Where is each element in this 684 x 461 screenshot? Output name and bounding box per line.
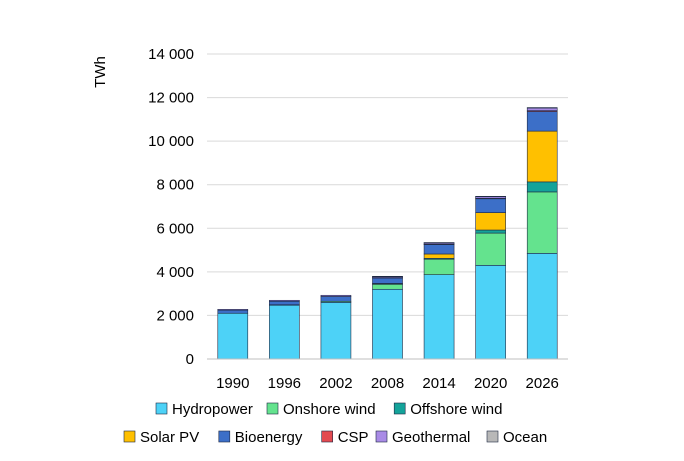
bar-segment: [217, 312, 249, 360]
legend-swatch: [266, 402, 279, 415]
y-tick-label: 0: [186, 351, 194, 368]
legend: Hydropower Onshore wind Offshore wind Solar…: [123, 401, 547, 446]
bar-segment: [320, 296, 352, 302]
y-tick-label: 12 000: [148, 90, 194, 107]
legend-label: Bioenergy: [235, 429, 303, 446]
legend-item: Hydropower: [155, 401, 253, 418]
bar-segment: [526, 107, 558, 109]
legend-item: CSP: [321, 429, 369, 446]
legend-swatch: [155, 402, 168, 415]
y-tick-label: 14 000: [148, 46, 194, 63]
legend-swatch: [375, 430, 388, 443]
bar-segment: [269, 299, 300, 302]
legend-item: Geothermal: [375, 429, 470, 446]
bar-segment: [372, 288, 403, 360]
legend-item: Offshore wind: [393, 401, 502, 418]
x-tick-label: 2020: [474, 375, 507, 392]
y-tick-label: 6 000: [156, 220, 194, 237]
x-tick-label: 2002: [319, 375, 352, 392]
y-tick-label: 10 000: [148, 133, 194, 150]
bar-segment: [475, 229, 506, 234]
legend-swatch: [321, 430, 334, 443]
bar-segment: [475, 232, 506, 266]
bar-segment: [475, 265, 506, 360]
legend-item: Bioenergy: [218, 429, 303, 446]
legend-item: Solar PV: [123, 429, 199, 446]
y-axis-ticks: 0 2 000 4 000 6 000 8 000 10 000 12 000 14 000: [148, 46, 194, 368]
legend-swatch: [486, 430, 499, 443]
x-tick-label: 2014: [422, 375, 455, 392]
legend-label: Hydropower: [172, 401, 253, 418]
bar-segment: [423, 274, 455, 360]
bar-segment: [372, 277, 403, 284]
y-tick-label: 4 000: [156, 264, 194, 281]
bar-segment: [217, 309, 249, 311]
legend-label: Onshore wind: [283, 401, 376, 418]
legend-label: Solar PV: [140, 429, 199, 446]
bar-segment: [475, 212, 506, 231]
bar-segment: [475, 198, 506, 213]
bar-segment: [320, 294, 352, 297]
bar-segment: [526, 181, 558, 193]
legend-swatch: [123, 430, 136, 443]
bar-segment: [269, 300, 300, 306]
bar-segment: [526, 253, 558, 360]
bar-segment: [217, 309, 249, 314]
bar-segment: [372, 283, 403, 290]
y-tick-label: 2 000: [156, 307, 194, 324]
bar-segment: [423, 253, 455, 259]
x-tick-label: 2008: [371, 375, 404, 392]
bar-segment: [320, 302, 352, 360]
bar-segment: [269, 304, 300, 360]
legend-label: Ocean: [503, 429, 547, 446]
bar-segment: [526, 130, 558, 183]
x-tick-label: 1990: [216, 375, 249, 392]
gridlines: [207, 53, 568, 316]
legend-label: Offshore wind: [410, 401, 502, 418]
bars: [217, 107, 558, 360]
x-axis-ticks: 1990 1996 2002 2008 2014 2020 2026: [216, 375, 559, 392]
legend-label: Geothermal: [392, 429, 470, 446]
x-tick-label: 2026: [526, 375, 559, 392]
bar-segment: [526, 191, 558, 254]
legend-item: Ocean: [486, 429, 547, 446]
legend-swatch: [393, 402, 406, 415]
y-tick-label: 8 000: [156, 177, 194, 194]
bar-segment: [423, 258, 455, 275]
bar-segment: [475, 196, 506, 198]
bar-segment: [372, 276, 403, 278]
y-axis-label: TWh: [92, 56, 109, 88]
legend-swatch: [218, 430, 231, 443]
bar-segment: [423, 242, 455, 244]
bar-segment: [423, 244, 455, 255]
legend-label: CSP: [338, 429, 369, 446]
bar-segment: [526, 111, 558, 132]
legend-item: Onshore wind: [266, 401, 376, 418]
x-tick-label: 1996: [268, 375, 301, 392]
